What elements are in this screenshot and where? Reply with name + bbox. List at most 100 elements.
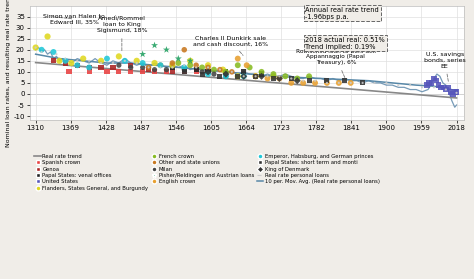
Point [157,63,164,68]
Point [282,74,289,78]
Point [430,76,438,81]
Point [115,63,123,68]
Point [234,74,242,78]
Point [181,70,188,74]
Point [127,65,135,70]
Point [145,65,152,70]
Point [198,65,206,70]
Point [163,68,170,72]
Point [204,63,212,68]
Point [252,74,259,78]
Point [323,81,331,85]
Point [341,78,348,83]
Point [252,74,259,78]
Text: 2018 actual real: 0.51%
Trend implied: 0.19%: 2018 actual real: 0.51% Trend implied: 0… [305,37,385,50]
Point [275,74,283,78]
Point [428,81,435,85]
Point [228,70,236,74]
Point [287,76,295,81]
Point [127,63,135,68]
Point [50,59,57,63]
Point [347,81,355,85]
Text: Rothschild loan to Beni dell
Appannaggio (Papal
Treasury), 6%: Rothschild loan to Beni dell Appannaggio… [296,49,376,78]
Point [67,61,75,65]
Point [163,70,170,74]
Point [139,65,146,70]
Y-axis label: Nominal loan rates, and resulting real rate trend in %: Nominal loan rates, and resulting real r… [6,0,10,147]
Point [442,87,450,92]
Point [139,70,146,74]
Point [85,65,93,70]
Point [311,81,319,85]
Point [270,74,277,78]
Point [157,63,164,68]
Point [109,65,117,70]
Point [305,78,313,83]
Point [139,52,146,56]
Point [449,92,457,96]
Point [181,68,188,72]
Point [53,52,60,56]
Point [275,76,283,81]
Point [32,45,39,50]
Point [453,91,460,95]
Point [181,68,188,72]
Point [219,68,227,72]
Point [73,63,81,68]
Point [234,63,242,68]
Point [169,70,176,74]
Point [151,61,158,65]
Point [97,59,105,63]
Point [97,61,105,65]
Point [181,47,188,52]
Point [228,70,236,74]
Point [216,68,224,72]
Point [55,59,63,63]
Point [133,59,140,63]
Legend: Real rate trend, Spanish crown, Genoa, Papal States: venal offices, United State: Real rate trend, Spanish crown, Genoa, P… [32,152,382,193]
Point [85,70,93,74]
Point [62,56,69,61]
Point [243,63,250,68]
Point [430,85,438,90]
Point [192,63,200,68]
Point [258,74,265,78]
Point [204,70,212,74]
Point [103,56,111,61]
Point [335,81,343,85]
Point [186,59,194,63]
Point [198,72,206,76]
Point [246,65,254,70]
Point [139,61,146,65]
Point [440,85,447,90]
Point [252,74,259,78]
Point [121,59,128,63]
Point [97,65,105,70]
Point [300,78,307,83]
Point [210,68,218,72]
Point [453,90,460,94]
Point [133,61,140,65]
Text: Simon van Halen to
Edward III, 35%: Simon van Halen to Edward III, 35% [43,14,105,24]
Point [192,65,200,70]
Text: U.S. savings
bonds, series
EE: U.S. savings bonds, series EE [424,52,465,81]
Point [323,81,331,85]
Point [293,78,301,83]
Point [121,59,128,63]
Point [50,50,57,54]
Point [425,81,433,85]
Point [452,90,459,94]
Point [115,54,123,59]
Point [204,70,212,74]
Point [359,81,366,85]
Point [204,70,212,74]
Point [270,76,277,81]
Point [73,63,81,68]
Point [169,65,176,70]
Point [264,76,271,81]
Point [216,68,224,72]
Point [371,81,378,85]
Point [335,81,343,85]
Point [192,68,200,72]
Point [287,76,295,81]
